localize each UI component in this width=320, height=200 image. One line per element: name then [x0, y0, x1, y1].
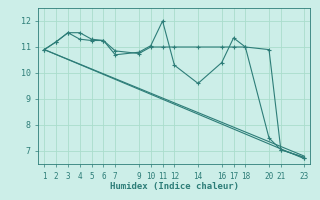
X-axis label: Humidex (Indice chaleur): Humidex (Indice chaleur) [110, 182, 239, 191]
